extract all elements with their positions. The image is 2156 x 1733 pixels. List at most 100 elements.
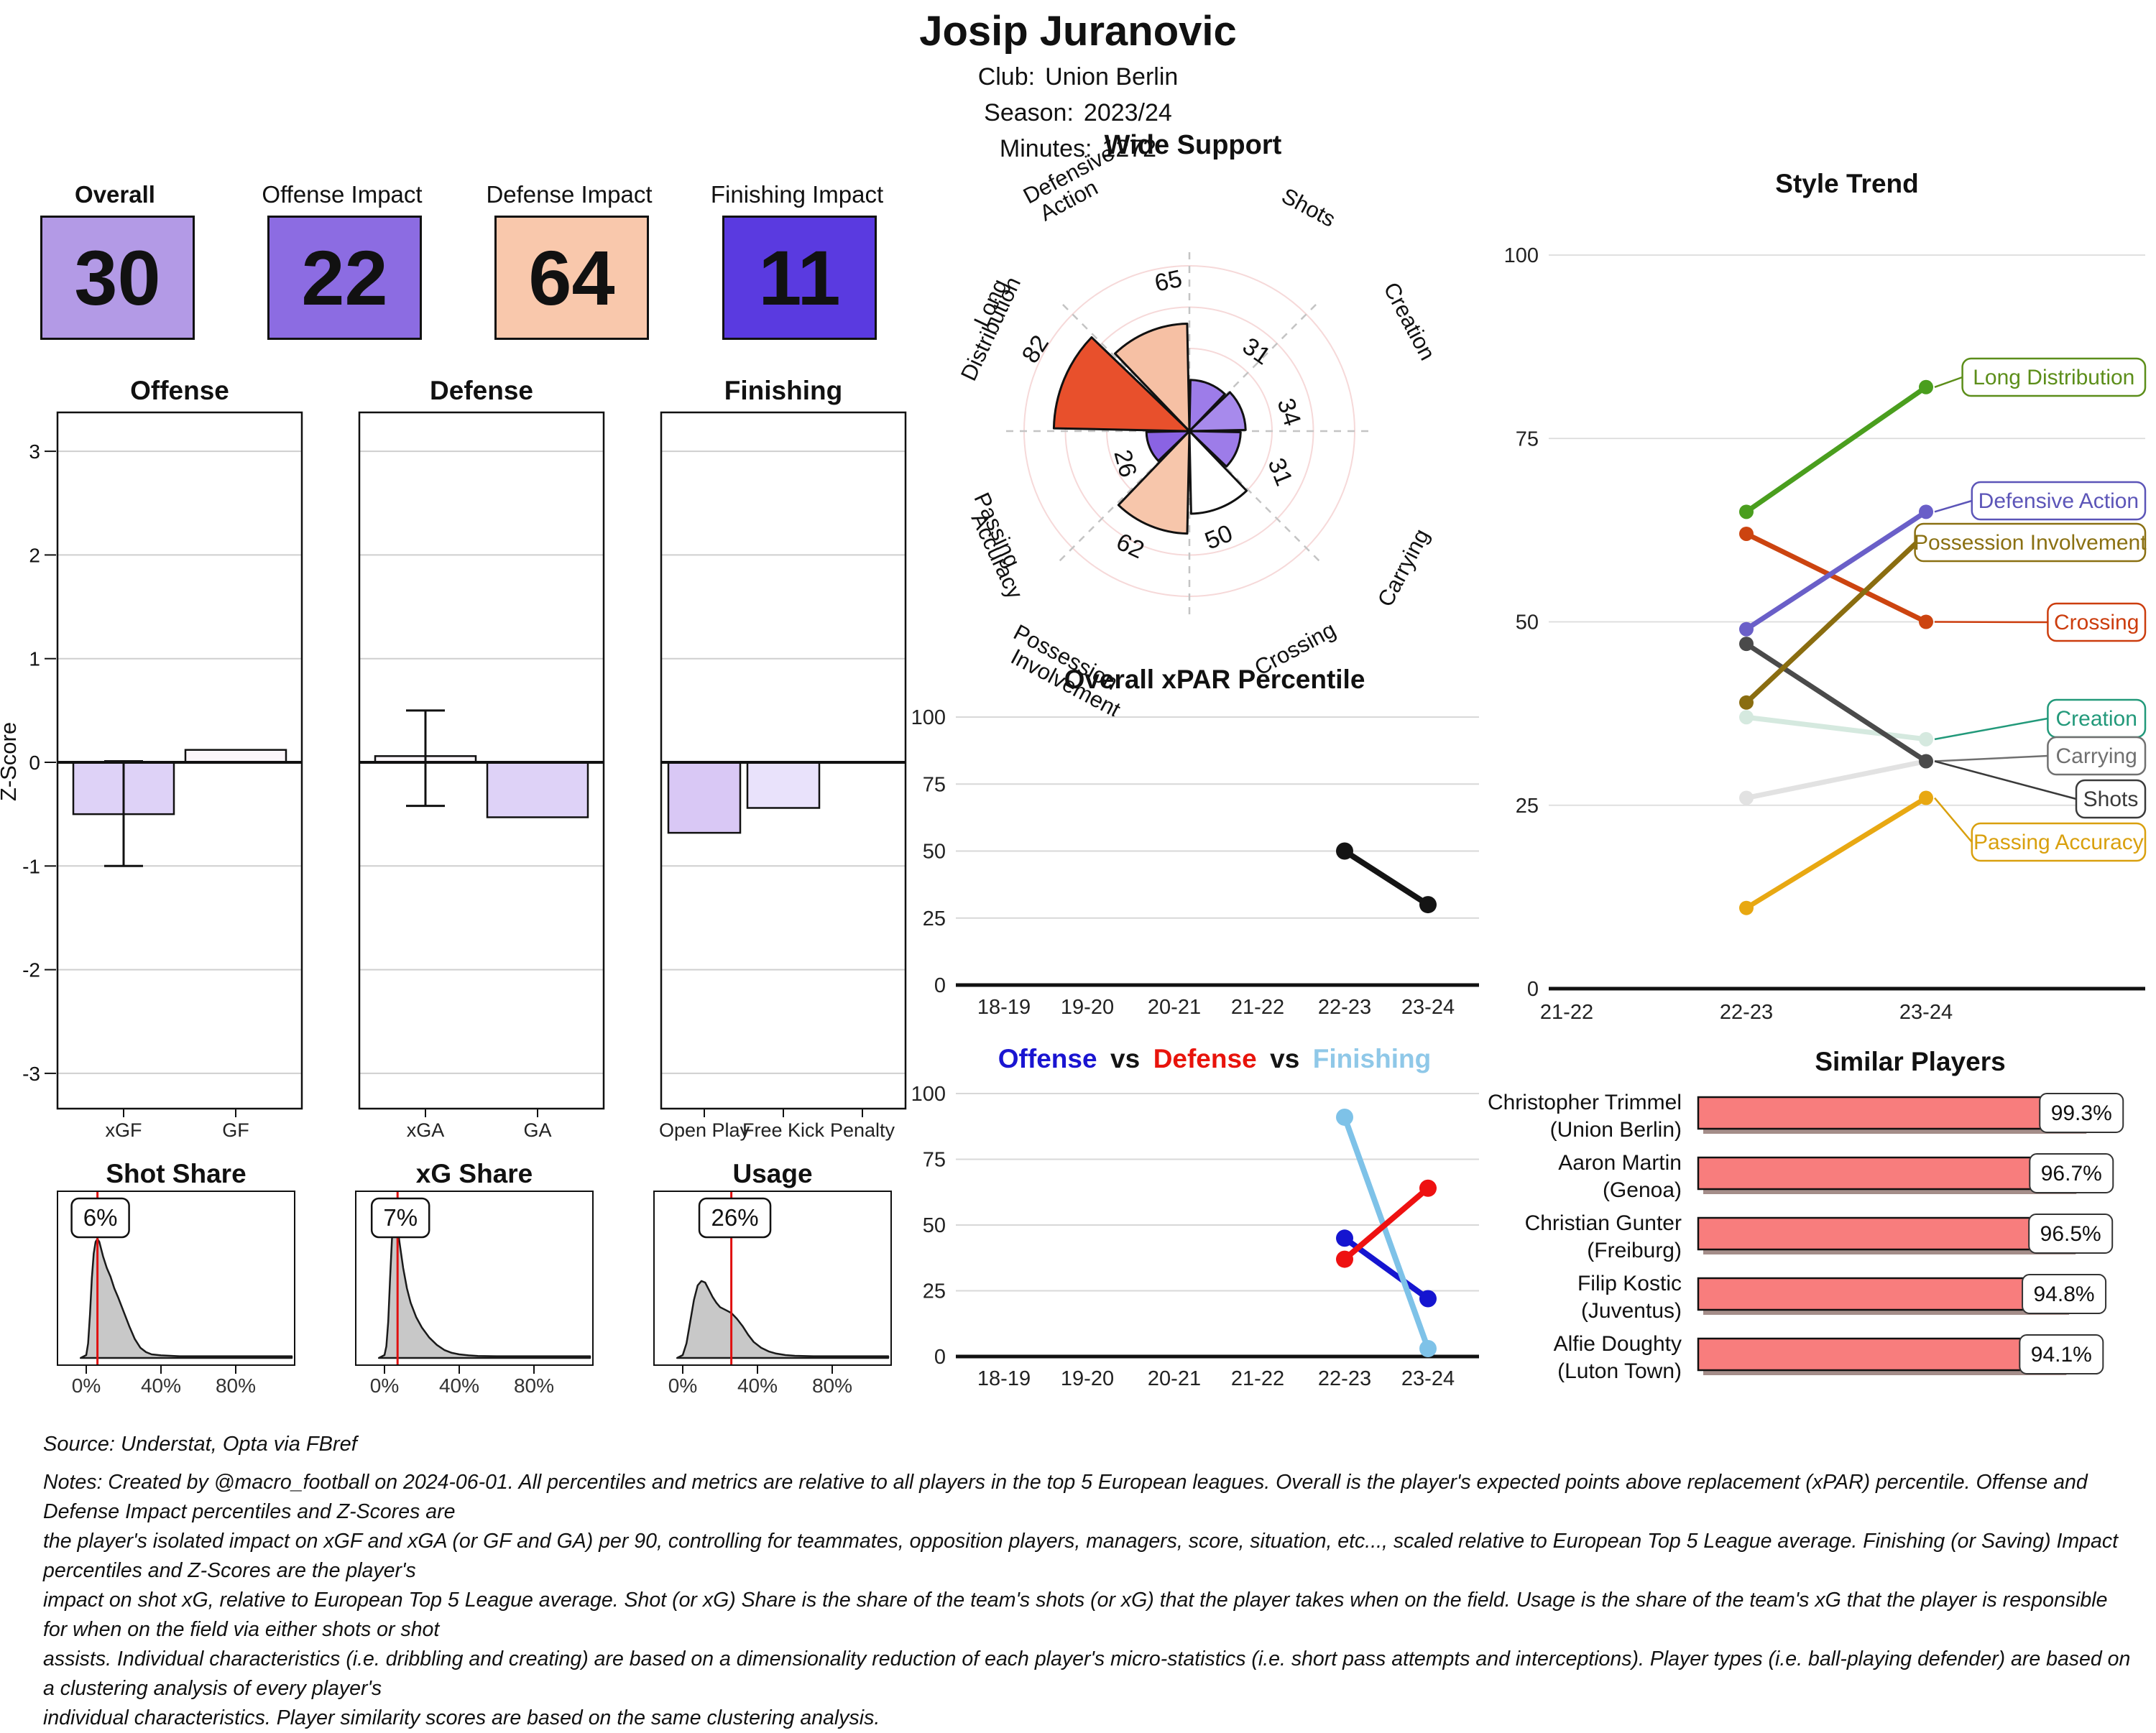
title-part-offense: Offense: [998, 1044, 1097, 1073]
odf-chart-point-defense: [1419, 1179, 1437, 1197]
odf-chart-ytick-label: 100: [911, 1083, 946, 1106]
bar-free-kick: [746, 761, 821, 809]
xpar-chart-line-overall-xpar: [1342, 848, 1431, 908]
similar-player-value-aaron-martin: 96.7%: [2041, 1162, 2102, 1186]
odf-chart-line-finishing: [1342, 1114, 1431, 1352]
style-trend-xtick-label: 22-23: [1720, 1001, 1773, 1024]
style-trend-chart: Style Trend 100 75 50 25 021-22 22-23 23-24 Crea…: [1504, 169, 2147, 1024]
marker-value-label: 26%: [711, 1204, 759, 1231]
odf-chart-ytick-label: 0: [934, 1346, 946, 1369]
style-trend-connector-passing-accuracy: [1934, 797, 1973, 843]
xpar-chart-ytick-label: 75: [923, 773, 946, 796]
zscore-xtick-label: Open Play: [659, 1119, 750, 1141]
odf-chart: Offense vs Defense vs Finishing 100 75 50 25…: [911, 1044, 1479, 1390]
density-curve: [377, 1219, 591, 1359]
zscore-panel-title: Offense: [130, 376, 229, 405]
radar-title: Wide Support: [1105, 130, 1282, 160]
style-trend-point-passing-accuracy: [1739, 900, 1754, 915]
bar-gf: [184, 749, 287, 764]
style-trend-point-possession-involvement: [1739, 695, 1754, 710]
style-trend-ytick-label: 0: [1527, 978, 1539, 1001]
style-trend-point-shots: [1739, 637, 1754, 652]
zscore-panel-offense: Offense xGF GF: [56, 376, 303, 1141]
panel-border: [57, 1191, 295, 1366]
minutes-label: Minutes:: [999, 135, 1092, 162]
zscore-ytick-label: 0: [29, 752, 40, 774]
xpar-chart-xtick-label: 23-24: [1401, 996, 1455, 1019]
zscore-y-axis-title: Z-Score: [0, 722, 21, 801]
density-title: Shot Share: [106, 1159, 246, 1188]
zscore-chart: Z-Score 3 2 1 0 -1 -2 -3 Offense xGF GF Defense xGA G…: [0, 376, 907, 1141]
xpar-chart-xtick-label: 20-21: [1148, 996, 1201, 1019]
odf-chart-point-finishing: [1336, 1108, 1353, 1126]
style-trend-label-box-defensive-action: [1971, 481, 2147, 521]
charts-canvas: Z-Score 3 2 1 0 -1 -2 -3 Offense xGF GF Defense xGA G…: [0, 130, 2147, 1397]
odf-chart-xtick-label: 18-19: [977, 1367, 1031, 1390]
similar-player-club-aaron-martin: (Genoa): [1603, 1178, 1682, 1202]
impact-value-box-finishing-impact: 11: [722, 216, 877, 340]
marker-value-box: [698, 1197, 772, 1239]
bar-open-play: [667, 761, 742, 834]
density-xg-share: xG Share 0% 40% 80% 7%: [355, 1159, 594, 1397]
impact-label-offense-impact: Offense Impact: [262, 181, 423, 208]
title-part-defense: Defense: [1140, 1044, 1256, 1073]
panel-border: [358, 411, 605, 1110]
zscore-xtick-label: GF: [222, 1119, 249, 1141]
radar-sector-passing-accuracy: [1145, 430, 1191, 462]
radar-value-shots: 31: [1238, 333, 1276, 371]
zscore-xtick-label: Penalty: [830, 1119, 895, 1141]
marker-value-box: [70, 1197, 130, 1239]
panel-border: [653, 1191, 892, 1366]
similar-player-value-box-christopher-trimmel: [2039, 1093, 2124, 1133]
marker-value-box: [370, 1197, 430, 1239]
marker-value-label: 7%: [383, 1204, 418, 1231]
style-trend-label-box-long-distribution: [1961, 357, 2147, 397]
bar-ga: [486, 761, 589, 818]
season-line: Season: 2023/24: [0, 99, 2156, 127]
density-xtick-label: 80%: [514, 1374, 554, 1397]
odf-chart-xtick-label: 19-20: [1061, 1367, 1114, 1390]
radar-axis-label-creation: Creation: [1378, 278, 1440, 364]
density-xtick-label: 0%: [72, 1374, 101, 1397]
style-trend-ytick-label: 25: [1516, 795, 1539, 818]
density-shot-share: Shot Share 0% 40% 80% 6%: [57, 1159, 295, 1397]
odf-chart-xtick-label: 23-24: [1401, 1367, 1455, 1390]
similar-players-chart: Similar Players Christopher Trimmel (Union…: [1488, 1047, 2124, 1383]
xpar-chart-point-overall-xpar: [1336, 842, 1353, 860]
similar-player-club-alfie-doughty: (Luton Town): [1557, 1359, 1682, 1383]
odf-chart-line-defense: [1342, 1185, 1431, 1262]
style-trend-connector-shots: [1934, 760, 2077, 800]
zscore-ytick-label: -2: [22, 959, 40, 981]
odf-chart-xtick-label: 20-21: [1148, 1367, 1201, 1390]
style-trend-point-passing-accuracy: [1919, 790, 1933, 805]
density-title: Usage: [732, 1159, 812, 1188]
minutes-line: Minutes: 1272: [0, 135, 2156, 163]
odf-chart-ytick-label: 50: [923, 1214, 946, 1237]
panel-bg: [661, 412, 906, 1109]
style-trend-connector-defensive-action: [1934, 499, 1973, 513]
zscore-ytick-label: 1: [29, 648, 40, 670]
title-part-vs: vs: [1097, 1044, 1141, 1073]
similar-player-name-aaron-martin: Aaron Martin: [1558, 1151, 1682, 1175]
radar-value-creation: 34: [1272, 395, 1307, 430]
style-trend-point-creation: [1739, 710, 1754, 725]
radar-sector-possession-involvement: [1117, 430, 1191, 535]
zscore-ytick-label: 3: [29, 440, 40, 463]
impact-label-finishing-impact: Finishing Impact: [710, 181, 884, 208]
style-trend-label-crossing: Crossing: [2054, 611, 2139, 634]
impact-value-box-defense-impact: 64: [494, 216, 649, 340]
note-line-1: Notes: Created by @macro_football on 202…: [43, 1471, 2088, 1523]
style-trend-label-shots: Shots: [2083, 787, 2139, 811]
impact-value-box-overall: 30: [40, 216, 195, 340]
radar-sector-creation: [1188, 391, 1247, 433]
radar-chart: Wide Support65DefensiveAction31Shots34Cr…: [956, 130, 1440, 723]
radar-value-defensive-action: 65: [1152, 265, 1184, 297]
zscore-panel-title: Finishing: [724, 376, 842, 405]
odf-chart-title: Offense vs Defense vs Finishing: [998, 1044, 1431, 1073]
impact-label-defense-impact: Defense Impact: [486, 181, 653, 208]
odf-chart-xtick-label: 22-23: [1318, 1367, 1371, 1390]
density-xtick-label: 0%: [370, 1374, 399, 1397]
density-xtick-label: 0%: [668, 1374, 697, 1397]
similar-player-value-box-filip-kostic: [2022, 1274, 2107, 1314]
xpar-chart-ytick-label: 100: [911, 706, 946, 729]
